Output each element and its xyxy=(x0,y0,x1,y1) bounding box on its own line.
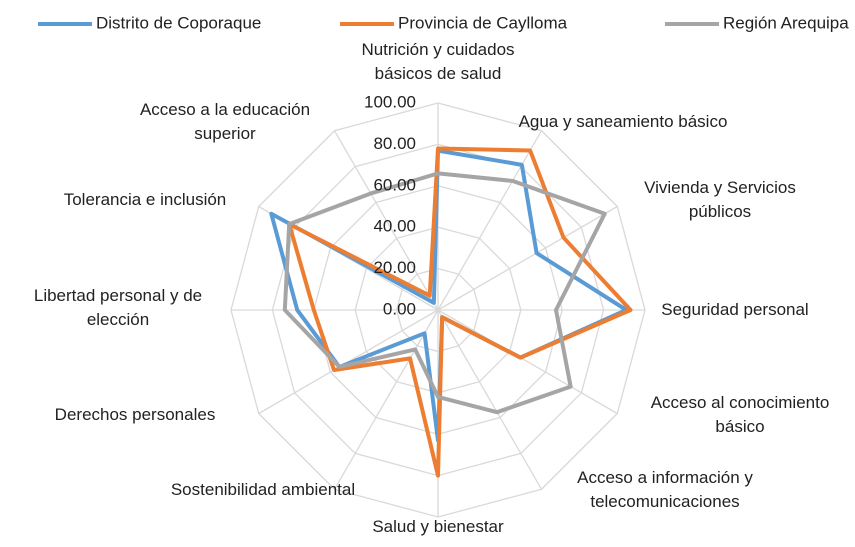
axis-label: Tolerancia e inclusión xyxy=(63,190,227,209)
spoke xyxy=(333,309,439,490)
axis-label: Salud y bienestar xyxy=(372,517,504,536)
axis-label: Acceso al conocimiento básico xyxy=(650,393,830,436)
spoke xyxy=(437,130,543,311)
axis-label: Sostenibilidad ambiental xyxy=(170,480,356,499)
tick-label: 0.00 xyxy=(383,299,416,318)
spoke xyxy=(437,309,618,415)
spoke xyxy=(437,309,543,490)
axis-label: Libertad personal y de elección xyxy=(33,286,203,329)
series-line xyxy=(287,146,633,478)
legend-label: Provincia de Caylloma xyxy=(398,13,568,32)
tick-label: 40.00 xyxy=(373,217,416,236)
spoke xyxy=(437,205,618,311)
axis-label: Vivienda y Servicios públicos xyxy=(644,178,796,221)
tick-label: 100.00 xyxy=(364,92,416,111)
axis-label: Agua y saneamiento básico xyxy=(518,112,728,131)
legend-label: Distrito de Coporaque xyxy=(96,13,261,32)
axis-label: Derechos personales xyxy=(54,405,216,424)
axis-label: Seguridad personal xyxy=(661,300,809,319)
series-line xyxy=(269,148,629,443)
axis-label: Acceso a información y telecomunicacione… xyxy=(577,468,753,511)
spoke xyxy=(333,130,439,311)
axis-label: Nutrición y cuidados básicos de salud xyxy=(361,40,515,83)
legend-label: Región Arequipa xyxy=(723,13,849,32)
axis-label: Acceso a la educación superior xyxy=(139,100,311,143)
tick-label: 60.00 xyxy=(373,175,416,194)
tick-label: 80.00 xyxy=(373,134,416,153)
series-line xyxy=(282,171,607,415)
tick-label: 20.00 xyxy=(373,258,416,277)
